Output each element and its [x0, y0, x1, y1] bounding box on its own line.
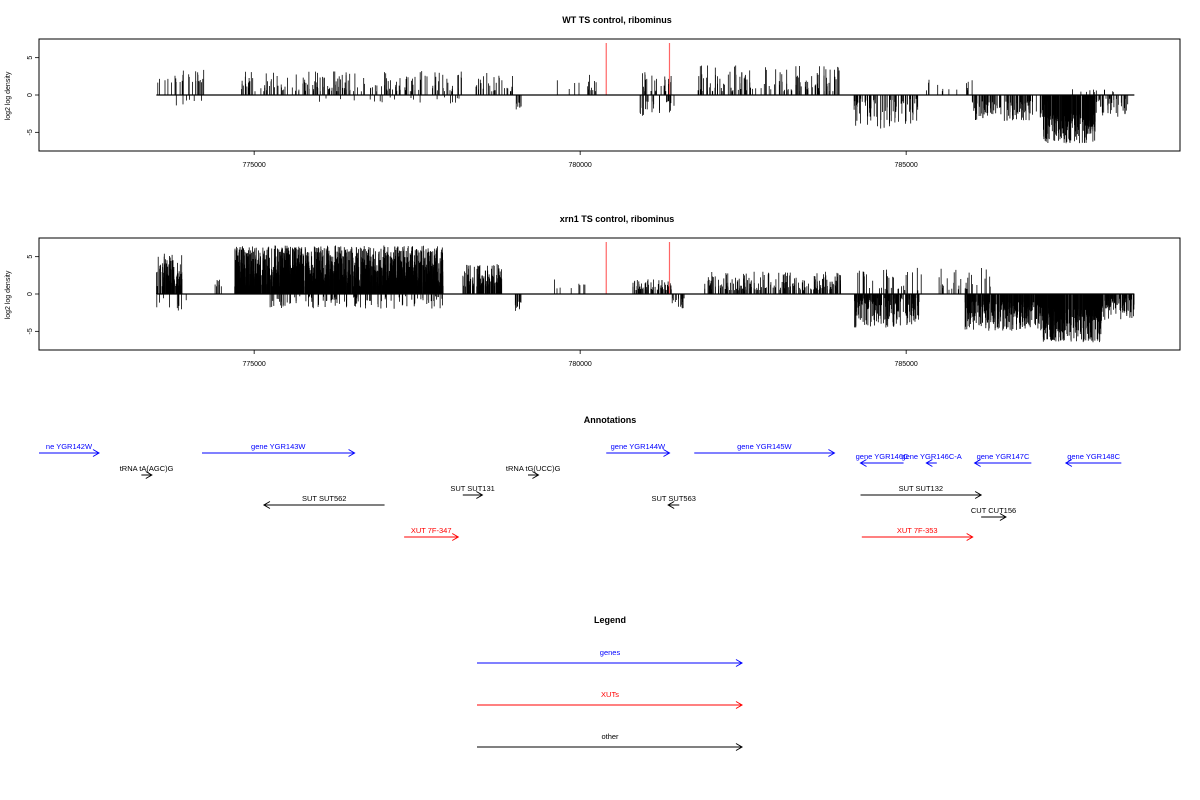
xrn1-x-tick-label: 785000 — [894, 361, 917, 368]
annotation-feature: gene YGR146C-A — [901, 452, 962, 467]
legend-label: other — [601, 732, 619, 741]
annotation-arrow-head — [92, 449, 100, 457]
annotation-label: SUT SUT562 — [302, 494, 346, 503]
xrn1-x-tick-label: 780000 — [568, 361, 591, 368]
wt-marker-lines — [605, 43, 671, 95]
wt-track-panel: WT TS control, ribominus log2 log densit… — [5, 15, 1181, 169]
legend-item: XUTs — [477, 690, 743, 709]
xrn1-y-axis: -5 0 5 — [27, 255, 39, 334]
wt-x-tick-label: 780000 — [568, 162, 591, 169]
annotation-feature: XUT 7F-347 — [404, 526, 460, 541]
annotation-arrow-head — [663, 449, 671, 457]
wt-y-axis: -5 0 5 — [27, 56, 39, 135]
legend-title: Legend — [594, 615, 626, 625]
annotation-label: SUT SUT132 — [899, 484, 943, 493]
annotation-arrow-head — [973, 459, 981, 467]
xrn1-marker-lines — [605, 242, 671, 294]
annotations-title: Annotations — [584, 415, 637, 425]
xrn1-track-title: xrn1 TS control, ribominus — [560, 214, 675, 224]
annotation-feature: tRNA tG(UCC)G — [506, 464, 561, 479]
annotation-arrow-head — [828, 449, 836, 457]
legend-item: genes — [477, 648, 743, 667]
annotation-feature: gene YGR147C — [973, 452, 1032, 467]
annotation-label: gene YGR147C — [977, 452, 1030, 461]
annotation-arrow-head — [925, 459, 933, 467]
annotation-arrow-head — [974, 491, 983, 499]
xrn1-x-axis: 775000 780000 785000 — [242, 350, 918, 368]
annotation-feature: CUT CUT156 — [971, 506, 1016, 521]
wt-y-axis-label: log2 log density — [5, 71, 12, 120]
annotation-feature: gene YGR144W — [606, 442, 671, 457]
annotation-feature: XUT 7F-353 — [861, 526, 974, 541]
xrn1-y-tick-label: -5 — [27, 328, 34, 334]
annotation-arrow-head — [667, 501, 675, 509]
annotation-feature: SUT SUT131 — [450, 484, 495, 499]
annotation-arrow-head — [145, 471, 153, 479]
annotation-label: gene YGR143W — [251, 442, 306, 451]
wt-y-tick-label: 5 — [27, 56, 34, 60]
wt-density-bars — [157, 65, 1129, 144]
annotation-feature: gene YGR143W — [202, 442, 356, 457]
wt-y-tick-label: -5 — [27, 129, 34, 135]
annotation-label: gene YGR148C — [1067, 452, 1120, 461]
annotations-panel: Annotations ne YGR142W gene YGR143W gene Y… — [39, 415, 1122, 541]
wt-y-tick-label: 0 — [27, 93, 34, 97]
legend-arrow-head — [735, 659, 743, 667]
legend-item: other — [477, 732, 743, 751]
annotation-arrow-head — [348, 449, 356, 457]
annotation-label: CUT CUT156 — [971, 506, 1016, 515]
annotation-feature: ne YGR142W — [39, 442, 100, 457]
annotation-label: XUT 7F-353 — [897, 526, 938, 535]
annotation-feature: SUT SUT132 — [860, 484, 983, 499]
annotation-arrow-head — [999, 513, 1007, 521]
legend-arrow-head — [735, 743, 743, 751]
xrn1-density-bars — [155, 245, 1135, 343]
wt-track-title: WT TS control, ribominus — [562, 15, 672, 25]
annotation-arrow-head — [1064, 459, 1073, 467]
xrn1-y-tick-label: 0 — [27, 292, 34, 296]
annotation-label: SUT SUT563 — [651, 494, 695, 503]
annotation-feature: gene YGR148C — [1064, 452, 1122, 467]
annotation-label: tRNA tG(UCC)G — [506, 464, 561, 473]
xrn1-track-panel: xrn1 TS control, ribominus log2 log dens… — [5, 214, 1181, 368]
annotation-arrow-head — [451, 533, 460, 541]
wt-x-axis: 775000 780000 785000 — [242, 151, 918, 169]
annotation-feature: SUT SUT562 — [262, 494, 385, 509]
xrn1-y-axis-label: log2 log density — [5, 270, 12, 319]
annotation-feature: gene YGR145W — [694, 442, 836, 457]
wt-x-tick-label: 775000 — [242, 162, 265, 169]
legend: Legend genes XUTs other — [477, 615, 743, 751]
annotation-label: gene YGR145W — [737, 442, 792, 451]
annotation-feature: gene YGR146C — [856, 452, 909, 467]
wt-x-tick-label: 785000 — [894, 162, 917, 169]
annotation-label: XUT 7F-347 — [411, 526, 452, 535]
xrn1-y-tick-label: 5 — [27, 255, 34, 259]
annotation-arrow-head — [966, 533, 974, 541]
annotation-label: tRNA tA(AGC)G — [120, 464, 174, 473]
annotation-feature: tRNA tA(AGC)G — [120, 464, 174, 479]
legend-label: genes — [600, 648, 621, 657]
annotation-label: ne YGR142W — [46, 442, 93, 451]
annotation-features: ne YGR142W gene YGR143W gene YGR144W gene Y… — [39, 442, 1122, 541]
legend-arrow-head — [735, 701, 743, 709]
legend-items: genes XUTs other — [477, 648, 743, 751]
annotation-arrow-head — [859, 459, 867, 467]
annotation-label: gene YGR146C — [856, 452, 909, 461]
annotation-arrow-head — [262, 501, 271, 509]
annotation-feature: SUT SUT563 — [651, 494, 696, 509]
legend-label: XUTs — [601, 690, 619, 699]
annotation-label: SUT SUT131 — [450, 484, 494, 493]
xrn1-x-tick-label: 775000 — [242, 361, 265, 368]
annotation-label: gene YGR144W — [611, 442, 666, 451]
annotation-arrow-head — [476, 491, 484, 499]
annotation-label: gene YGR146C-A — [901, 452, 961, 461]
annotation-arrow-head — [532, 471, 540, 479]
